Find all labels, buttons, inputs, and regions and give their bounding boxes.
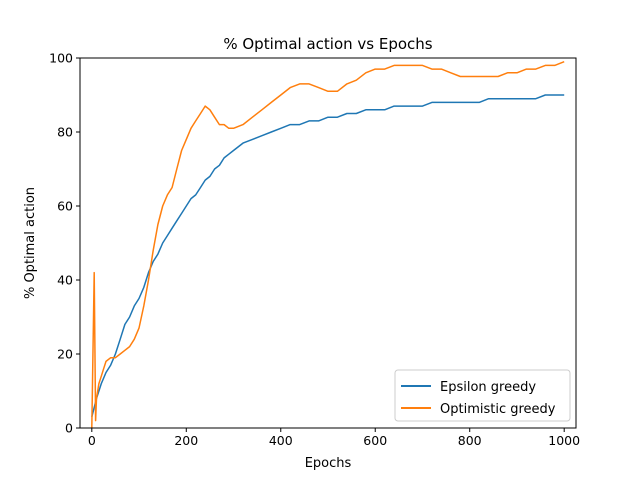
plot-area-frame (79, 57, 577, 429)
legend-label-epsilon-greedy: Epsilon greedy (440, 380, 536, 395)
y-tick-label: 40 (57, 273, 73, 288)
x-tick-label: 0 (88, 433, 96, 448)
x-tick-label: 800 (458, 433, 482, 448)
y-axis-ticks: 0 20 40 60 80 100 (49, 51, 80, 436)
y-tick-label: 0 (65, 421, 73, 436)
x-axis-label: Epochs (305, 456, 352, 471)
series-layer (91, 61, 565, 428)
y-axis-label: % Optimal action (23, 187, 38, 299)
x-tick-label: 1000 (548, 433, 580, 448)
x-tick-label: 600 (363, 433, 387, 448)
y-tick-label: 100 (49, 51, 73, 66)
series-line-optimistic-greedy (91, 61, 565, 428)
y-tick-label: 60 (57, 199, 73, 214)
chart-title: % Optimal action vs Epochs (223, 35, 432, 53)
series-line-epsilon-greedy (91, 94, 565, 418)
legend-frame (394, 369, 571, 422)
y-tick-label: 80 (57, 125, 73, 140)
legend-label-optimistic-greedy: Optimistic greedy (440, 402, 556, 417)
x-tick-label: 400 (269, 433, 293, 448)
legend: Epsilon greedy Optimistic greedy (394, 369, 571, 422)
x-tick-label: 200 (174, 433, 198, 448)
y-tick-label: 20 (57, 347, 73, 362)
x-axis-ticks: 0 200 400 600 800 1000 (88, 428, 580, 448)
